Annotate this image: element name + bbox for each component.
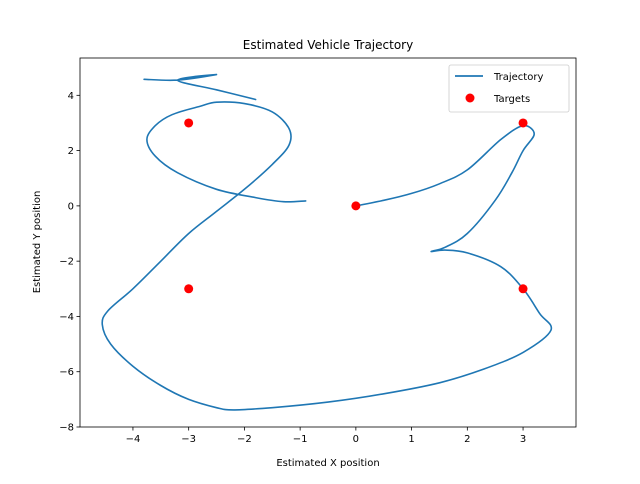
- x-tick-label: −3: [181, 434, 196, 445]
- y-tick-label: −2: [59, 257, 74, 268]
- target-point: [184, 118, 194, 128]
- legend: Trajectory Targets: [448, 64, 570, 113]
- y-tick-label: 4: [68, 91, 74, 102]
- target-point: [518, 118, 528, 128]
- y-tick-label: 0: [68, 201, 74, 212]
- legend-trajectory-label: Trajectory: [493, 72, 543, 83]
- legend-targets-label: Targets: [493, 94, 530, 105]
- trajectory-line: [101, 101, 553, 411]
- trajectory-series: [101, 73, 553, 411]
- legend-targets-swatch: [465, 93, 475, 103]
- y-tick-label: −8: [59, 423, 74, 434]
- chart-title: Estimated Vehicle Trajectory: [243, 38, 413, 52]
- x-tick-label: 0: [353, 434, 359, 445]
- x-tick-label: 1: [408, 434, 414, 445]
- target-point: [184, 284, 194, 294]
- plot-frame: [79, 57, 577, 428]
- plot-area: [80, 58, 576, 427]
- y-tick-label: 2: [68, 146, 74, 157]
- trajectory-line-top-loop: [143, 73, 257, 101]
- y-tick-label: −6: [59, 367, 74, 378]
- y-axis-label: Estimated Y position: [32, 191, 43, 294]
- x-tick-label: −1: [293, 434, 308, 445]
- target-point: [518, 284, 528, 294]
- targets-series: [184, 118, 528, 294]
- x-tick-label: −4: [126, 434, 141, 445]
- x-tick-label: 3: [520, 434, 526, 445]
- y-tick-label: −4: [59, 312, 74, 323]
- x-tick-label: −2: [237, 434, 252, 445]
- x-tick-label: 2: [464, 434, 470, 445]
- x-axis-label: Estimated X position: [276, 458, 379, 469]
- axis-ticks: −4 −3 −2 −1 0 1 2 3 −8 −6 −4 −2 0 2 4: [59, 91, 526, 445]
- target-point: [351, 201, 361, 211]
